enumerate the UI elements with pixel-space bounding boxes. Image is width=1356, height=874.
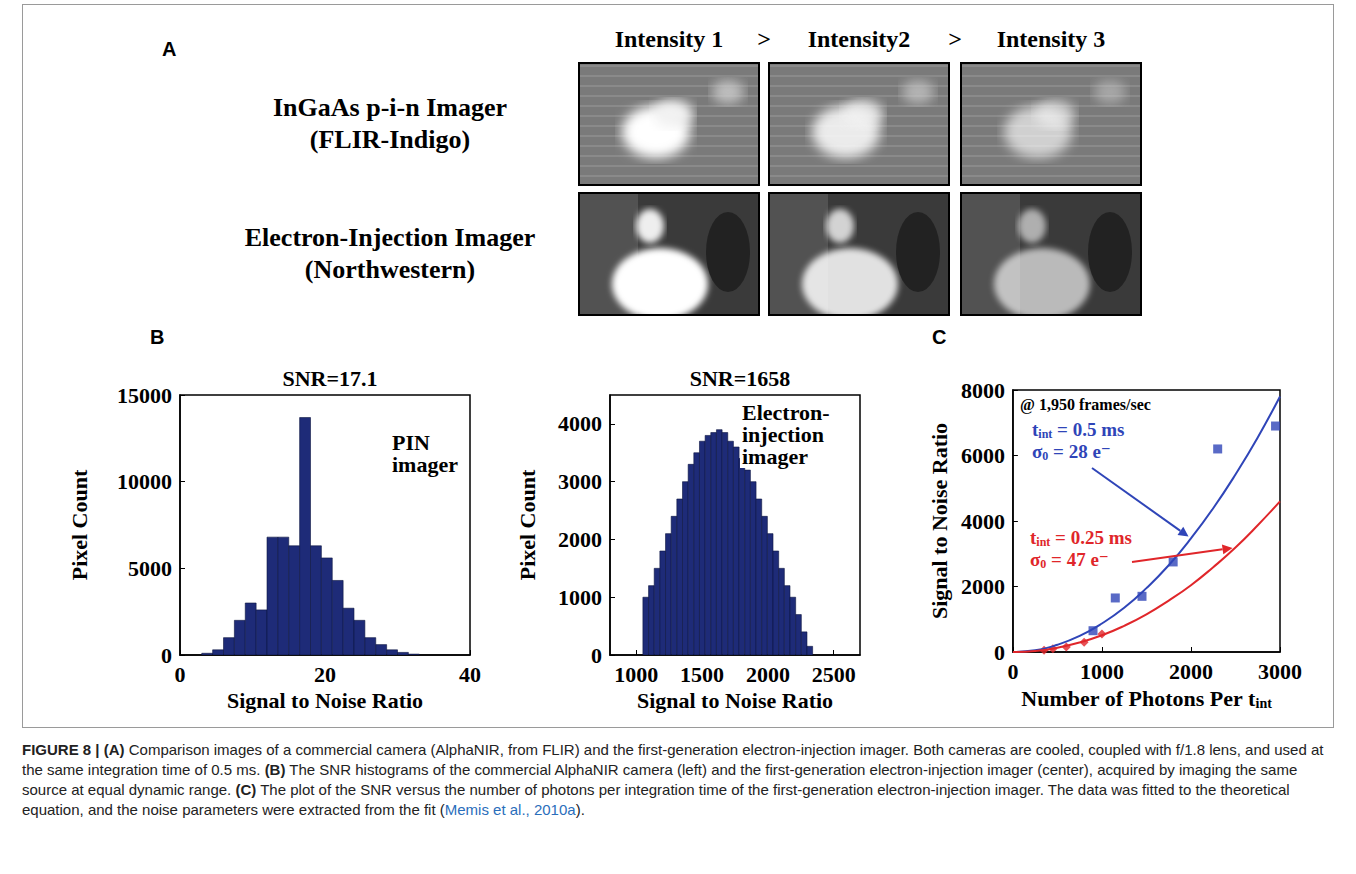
html-text:B: B (150, 326, 165, 348)
svg-text:Electron-: Electron- (742, 399, 830, 425)
svg-text:2000: 2000 (558, 527, 602, 552)
svg-text:Pixel Count: Pixel Count (515, 469, 540, 580)
svg-text:2500: 2500 (812, 662, 856, 687)
html-text:Intensity2: Intensity2 (807, 26, 911, 52)
svg-text:Signal to Noise Ratio: Signal to Noise Ratio (227, 688, 423, 713)
html-text:InGaAs p-i-n Imager: InGaAs p-i-n Imager (273, 93, 507, 122)
svg-text:6000: 6000 (961, 443, 1005, 468)
svg-text:20: 20 (314, 662, 336, 687)
svg-text:0: 0 (175, 662, 186, 687)
svg-text:0: 0 (591, 643, 602, 668)
svg-text:4000: 4000 (558, 411, 602, 436)
svg-text:= 47 e⁻: = 47 e⁻ (1046, 549, 1109, 570)
svg-text:3000: 3000 (558, 469, 602, 494)
svg-text:= 28 e⁻: = 28 e⁻ (1048, 441, 1111, 462)
svg-text:= 0.25 ms: = 0.25 ms (1050, 527, 1132, 548)
svg-text:imager: imager (392, 452, 458, 477)
svg-text:= 0.5 ms: = 0.5 ms (1052, 419, 1124, 440)
svg-text:Signal to Noise Ratio: Signal to Noise Ratio (927, 423, 952, 619)
html-text:σ0: σ0 (1030, 548, 1047, 571)
svg-text:t: t (1030, 526, 1037, 548)
svg-text:0: 0 (1007, 659, 1018, 684)
svg-text:8000: 8000 (961, 378, 1005, 403)
svg-text:0: 0 (994, 640, 1005, 665)
html-text:Intensity 1: Intensity 1 (614, 26, 724, 52)
svg-text:40: 40 (459, 662, 481, 687)
svg-text:2000: 2000 (961, 574, 1005, 599)
svg-text:0: 0 (161, 643, 172, 668)
svg-text:injection: injection (742, 421, 824, 447)
html-text:FIGURE 8 | (A) Comparison imag: FIGURE 8 | (A) Comparison images of a co… (22, 741, 1328, 818)
svg-text:10000: 10000 (117, 469, 172, 494)
svg-text:1500: 1500 (680, 662, 724, 687)
html-text:A: A (162, 38, 177, 60)
html-text:C: C (932, 326, 947, 348)
svg-text:1000: 1000 (614, 662, 658, 687)
html-text:Electron-Injection Imager: Electron-Injection Imager (244, 223, 536, 252)
html-text:(Northwestern): (Northwestern) (304, 255, 476, 284)
svg-text:2000: 2000 (746, 662, 790, 687)
svg-text:int: int (1036, 535, 1050, 549)
svg-text:@ 1,950 frames/sec: @ 1,950 frames/sec (1020, 396, 1151, 414)
svg-text:5000: 5000 (128, 556, 172, 581)
svg-text:Pixel Count: Pixel Count (67, 469, 92, 580)
svg-text:1000: 1000 (1080, 659, 1124, 684)
svg-text:t: t (1032, 418, 1039, 440)
svg-text:PIN: PIN (392, 429, 430, 455)
svg-text:1000: 1000 (558, 585, 602, 610)
html-text:Intensity 3: Intensity 3 (996, 26, 1106, 52)
svg-text:Signal to Noise Ratio: Signal to Noise Ratio (637, 688, 833, 713)
html-text:σ0: σ0 (1032, 440, 1049, 463)
svg-text:SNR=1658: SNR=1658 (690, 366, 791, 391)
svg-text:SNR=17.1: SNR=17.1 (282, 366, 377, 391)
svg-text:2000: 2000 (1169, 659, 1213, 684)
svg-text:3000: 3000 (1258, 659, 1302, 684)
svg-text:int: int (1038, 427, 1052, 441)
svg-text:int: int (1256, 696, 1273, 711)
svg-text:4000: 4000 (961, 509, 1005, 534)
svg-text:15000: 15000 (117, 383, 172, 408)
html-text:(FLIR-Indigo): (FLIR-Indigo) (309, 125, 471, 154)
svg-text:Number of Photons Per t: Number of Photons Per t (1021, 686, 1256, 711)
svg-text:imager: imager (742, 444, 808, 469)
